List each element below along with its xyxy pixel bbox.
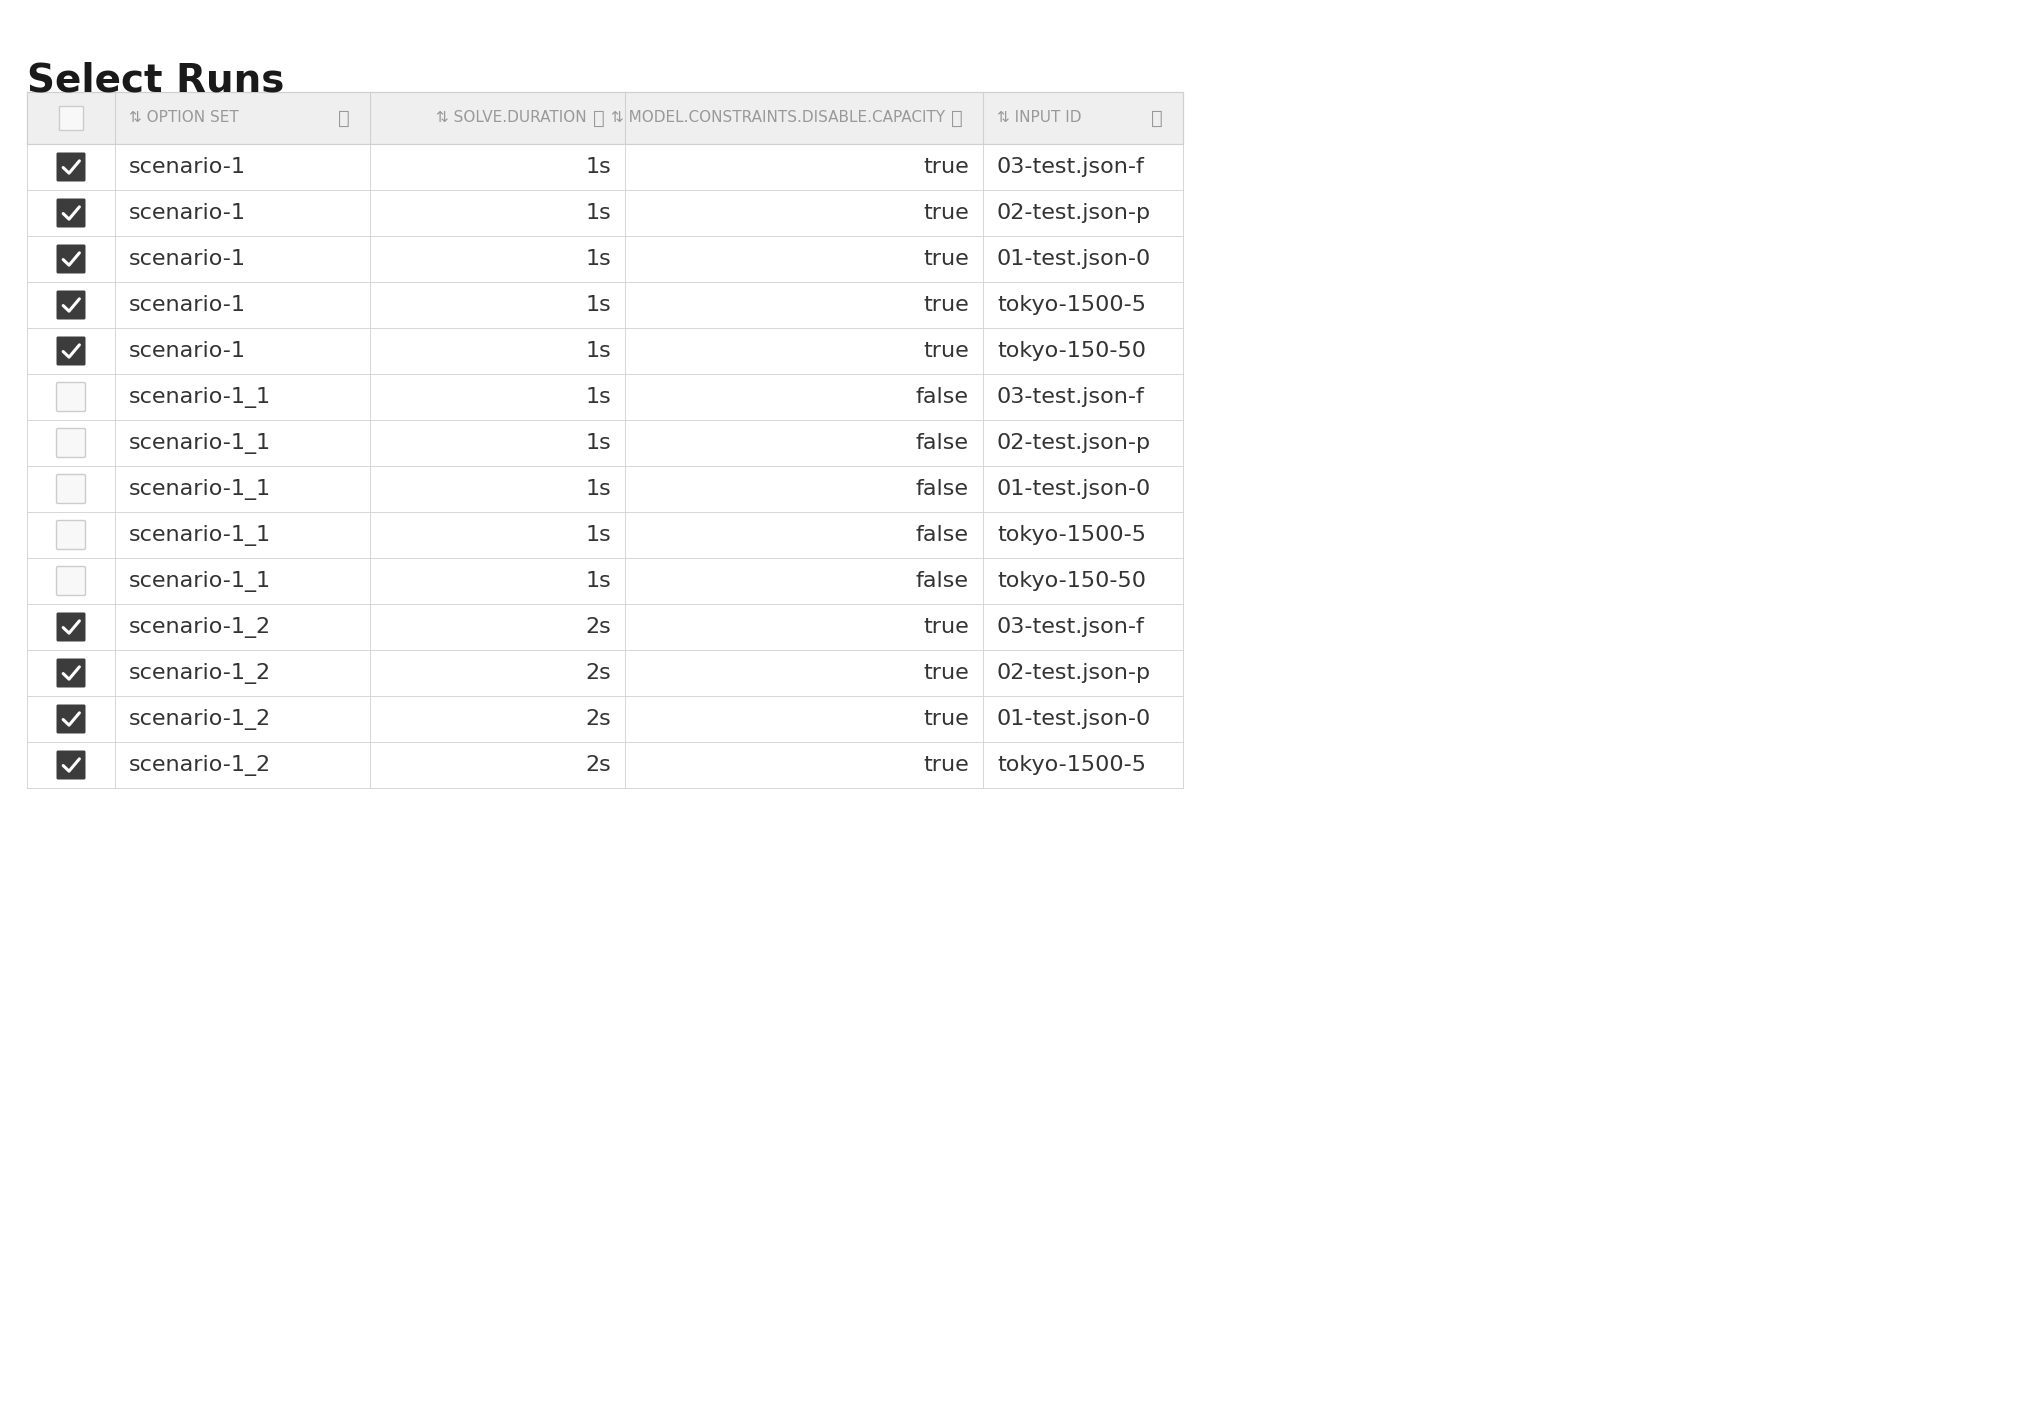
Text: 1s: 1s: [585, 525, 612, 545]
Text: false: false: [916, 434, 969, 453]
Bar: [27, 604, 1183, 650]
Bar: [27, 375, 1183, 420]
Bar: [27, 144, 1183, 190]
Text: scenario-1_1: scenario-1_1: [128, 387, 271, 407]
Bar: [27, 513, 1183, 558]
Text: scenario-1: scenario-1: [128, 203, 247, 222]
Text: 1s: 1s: [585, 158, 612, 177]
FancyBboxPatch shape: [57, 521, 86, 549]
Text: scenario-1: scenario-1: [128, 158, 247, 177]
Text: true: true: [924, 710, 969, 729]
Text: 02-test.json-p: 02-test.json-p: [997, 434, 1150, 453]
Bar: [27, 696, 1183, 742]
FancyBboxPatch shape: [57, 199, 86, 228]
Text: true: true: [924, 249, 969, 269]
Bar: [27, 237, 1183, 282]
Text: ⌕: ⌕: [338, 108, 351, 128]
Text: 2s: 2s: [585, 710, 612, 729]
Text: tokyo-150-50: tokyo-150-50: [997, 572, 1146, 591]
Text: scenario-1_2: scenario-1_2: [128, 708, 271, 729]
Bar: [27, 558, 1183, 604]
Bar: [27, 742, 1183, 788]
Bar: [27, 466, 1183, 513]
Bar: [27, 650, 1183, 696]
Text: tokyo-150-50: tokyo-150-50: [997, 341, 1146, 360]
Text: tokyo-1500-5: tokyo-1500-5: [997, 755, 1146, 774]
Text: 01-test.json-0: 01-test.json-0: [997, 479, 1150, 498]
Text: ⇅ INPUT ID: ⇅ INPUT ID: [997, 110, 1081, 125]
Text: 1s: 1s: [585, 479, 612, 498]
Text: ⌕: ⌕: [950, 108, 962, 128]
Text: true: true: [924, 203, 969, 222]
Text: 2s: 2s: [585, 617, 612, 636]
Text: ⌕: ⌕: [1150, 108, 1162, 128]
FancyBboxPatch shape: [57, 337, 86, 366]
Text: scenario-1_1: scenario-1_1: [128, 479, 271, 500]
Text: Select Runs: Select Runs: [27, 62, 283, 100]
Text: 1s: 1s: [585, 434, 612, 453]
Text: scenario-1_2: scenario-1_2: [128, 755, 271, 776]
Bar: [27, 328, 1183, 375]
FancyBboxPatch shape: [57, 659, 86, 687]
FancyBboxPatch shape: [57, 612, 86, 642]
Text: tokyo-1500-5: tokyo-1500-5: [997, 525, 1146, 545]
Text: false: false: [916, 479, 969, 498]
Text: ⇅ OPTION SET: ⇅ OPTION SET: [128, 110, 239, 125]
Text: ⌕: ⌕: [593, 108, 606, 128]
Text: 1s: 1s: [585, 296, 612, 315]
Bar: [59, 106, 84, 130]
Text: true: true: [924, 296, 969, 315]
Text: scenario-1_1: scenario-1_1: [128, 432, 271, 453]
Text: ⇅ MODEL.CONSTRAINTS.DISABLE.CAPACITY: ⇅ MODEL.CONSTRAINTS.DISABLE.CAPACITY: [610, 110, 944, 125]
Text: true: true: [924, 158, 969, 177]
Text: 2s: 2s: [585, 663, 612, 683]
Bar: [27, 282, 1183, 328]
Text: false: false: [916, 525, 969, 545]
FancyBboxPatch shape: [57, 704, 86, 734]
Text: 01-test.json-0: 01-test.json-0: [997, 249, 1150, 269]
Text: 1s: 1s: [585, 203, 612, 222]
FancyBboxPatch shape: [57, 428, 86, 458]
FancyBboxPatch shape: [57, 750, 86, 780]
Bar: [27, 190, 1183, 237]
FancyBboxPatch shape: [57, 474, 86, 504]
Text: 03-test.json-f: 03-test.json-f: [997, 158, 1144, 177]
Text: scenario-1_1: scenario-1_1: [128, 570, 271, 591]
Text: scenario-1_2: scenario-1_2: [128, 663, 271, 683]
Text: true: true: [924, 663, 969, 683]
Text: 01-test.json-0: 01-test.json-0: [997, 710, 1150, 729]
FancyBboxPatch shape: [57, 383, 86, 411]
Text: 03-test.json-f: 03-test.json-f: [997, 387, 1144, 407]
FancyBboxPatch shape: [57, 566, 86, 596]
Text: 1s: 1s: [585, 572, 612, 591]
Text: true: true: [924, 755, 969, 774]
Text: ⇅ SOLVE.DURATION: ⇅ SOLVE.DURATION: [436, 110, 587, 125]
Text: 1s: 1s: [585, 387, 612, 407]
Bar: [27, 420, 1183, 466]
Text: 1s: 1s: [585, 341, 612, 360]
Text: scenario-1: scenario-1: [128, 296, 247, 315]
Text: scenario-1: scenario-1: [128, 341, 247, 360]
Text: 2s: 2s: [585, 755, 612, 774]
Text: scenario-1_2: scenario-1_2: [128, 617, 271, 638]
FancyBboxPatch shape: [57, 152, 86, 182]
Text: true: true: [924, 341, 969, 360]
Text: 03-test.json-f: 03-test.json-f: [997, 617, 1144, 636]
FancyBboxPatch shape: [57, 245, 86, 273]
Text: scenario-1: scenario-1: [128, 249, 247, 269]
Text: 02-test.json-p: 02-test.json-p: [997, 663, 1150, 683]
Text: true: true: [924, 617, 969, 636]
Text: 02-test.json-p: 02-test.json-p: [997, 203, 1150, 222]
Text: 1s: 1s: [585, 249, 612, 269]
Text: false: false: [916, 387, 969, 407]
Bar: [27, 92, 1183, 144]
Text: false: false: [916, 572, 969, 591]
FancyBboxPatch shape: [57, 290, 86, 320]
Text: scenario-1_1: scenario-1_1: [128, 525, 271, 545]
Text: tokyo-1500-5: tokyo-1500-5: [997, 296, 1146, 315]
